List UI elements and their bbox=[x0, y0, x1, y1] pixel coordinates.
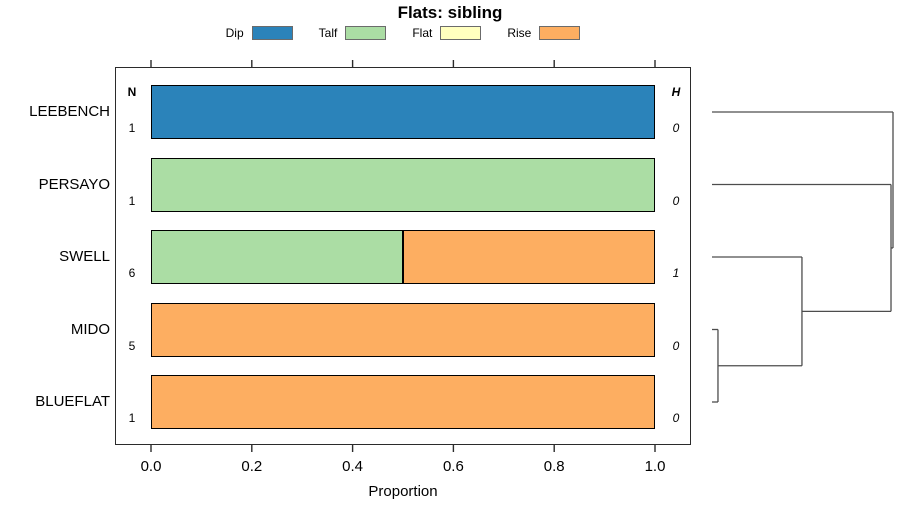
legend-item-flat: Flat bbox=[412, 26, 482, 40]
legend-swatch-rise bbox=[539, 26, 581, 40]
chart-title: Flats: sibling bbox=[397, 3, 503, 22]
bar-segment-swell-rise bbox=[403, 230, 655, 284]
y-axis-label-blueflat: BLUEFLAT bbox=[35, 393, 110, 410]
x-axis-tick-label-0.8: 0.8 bbox=[543, 458, 565, 475]
h-value-leebench: 0 bbox=[672, 121, 680, 135]
x-axis-tick-label-1.0: 1.0 bbox=[644, 458, 666, 475]
legend-item-talf: Talf bbox=[319, 26, 387, 40]
n-value-swell: 6 bbox=[128, 266, 136, 280]
legend-label-talf: Talf bbox=[318, 26, 338, 40]
bar-segment-blueflat-rise bbox=[151, 375, 655, 429]
h-value-persayo: 0 bbox=[672, 193, 680, 208]
bar-segment-mido-rise bbox=[151, 302, 655, 357]
bar-segment-leebench-dip bbox=[151, 85, 655, 139]
legend-label-rise: Rise bbox=[507, 26, 532, 40]
x-axis-title: Proportion bbox=[368, 483, 438, 500]
legend-swatch-flat bbox=[440, 26, 482, 40]
n-value-persayo: 1 bbox=[128, 193, 136, 208]
plot-area-border bbox=[115, 67, 691, 445]
legend-item-dip: Dip bbox=[226, 26, 293, 40]
x-axis-tick-label-0.4: 0.4 bbox=[342, 458, 364, 475]
n-value-leebench: 1 bbox=[128, 121, 136, 135]
legend-label-flat: Flat bbox=[412, 26, 433, 40]
h-value-mido: 0 bbox=[672, 338, 680, 353]
bar-segment-swell-talf bbox=[151, 230, 403, 284]
y-axis-label-mido: MIDO bbox=[70, 320, 110, 338]
legend-swatch-talf bbox=[345, 26, 387, 40]
y-axis-label-swell: SWELL bbox=[59, 248, 110, 265]
h-value-swell: 1 bbox=[672, 266, 680, 280]
legend-label-dip: Dip bbox=[225, 26, 244, 40]
h-value-blueflat: 0 bbox=[672, 411, 680, 425]
legend-item-rise: Rise bbox=[507, 26, 581, 40]
h-column-header: H bbox=[671, 85, 681, 99]
x-axis-tick-label-0.0: 0.0 bbox=[140, 458, 162, 475]
n-value-blueflat: 1 bbox=[128, 411, 136, 425]
bar-segment-persayo-talf bbox=[151, 157, 655, 212]
y-axis-label-persayo: PERSAYO bbox=[38, 175, 110, 193]
n-value-mido: 5 bbox=[128, 338, 136, 353]
y-axis-label-leebench: LEEBENCH bbox=[29, 103, 110, 120]
x-axis-tick-label-0.2: 0.2 bbox=[241, 458, 263, 475]
legend: Dip Talf Flat Rise bbox=[0, 25, 806, 41]
legend-swatch-dip bbox=[251, 26, 293, 40]
n-column-header: N bbox=[127, 85, 137, 99]
x-axis-tick-label-0.6: 0.6 bbox=[442, 458, 464, 475]
